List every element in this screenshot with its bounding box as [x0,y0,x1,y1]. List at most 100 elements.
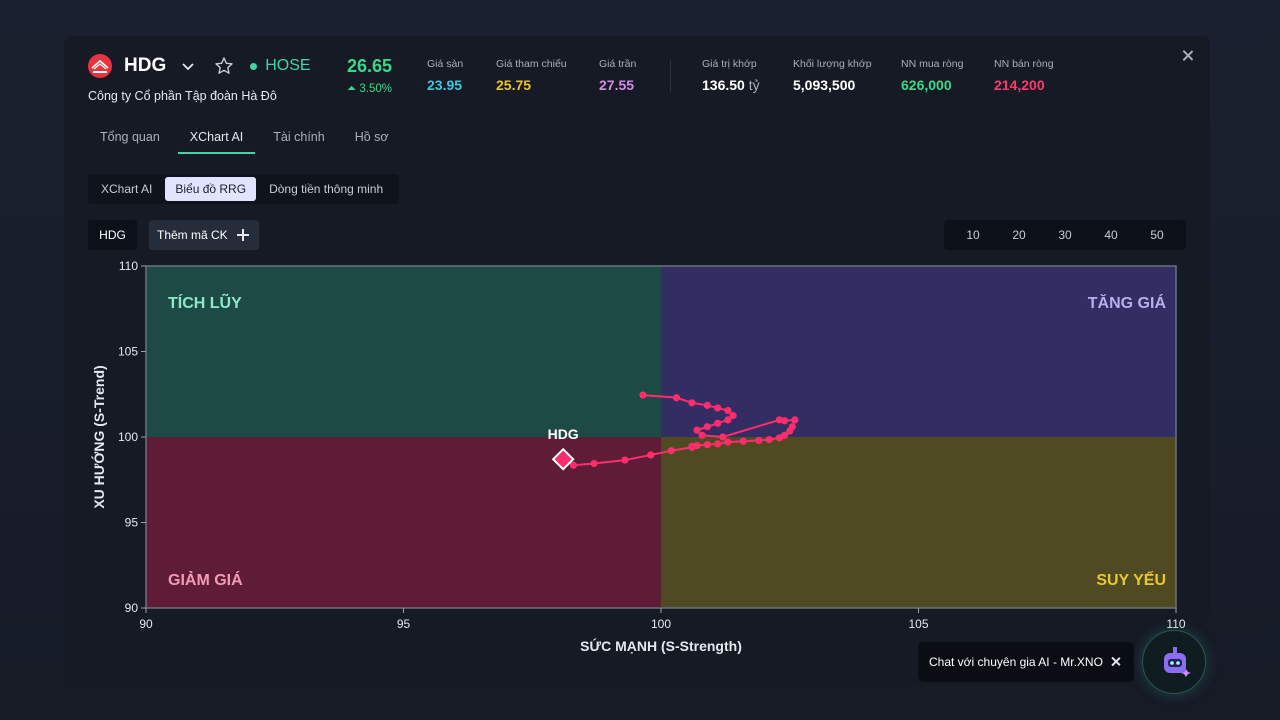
stat-matched-value: Giá trị khớp 136.50 tỷ [702,58,760,93]
chat-label: Chat với chuyên gia AI - Mr.XNO [929,655,1103,669]
add-symbol-label: Thêm mã CK [157,228,228,242]
stat-matched-volume: Khối lượng khớp 5,093,500 [793,58,872,93]
plus-icon [237,229,249,241]
data-point [647,451,655,459]
price-change: ⏶ 3.50% [347,83,392,96]
add-symbol-button[interactable]: Thêm mã CK [149,220,259,250]
data-point [621,456,629,464]
quadrant-accumulation [146,266,661,437]
symbol-chip[interactable]: HDG [88,220,137,250]
y-tick-label: 100 [118,430,138,444]
company-logo [88,54,112,78]
quadrant-label: GIẢM GIÁ [168,570,243,589]
subtab-smart-money[interactable]: Dòng tiền thông minh [269,182,384,196]
data-point [765,435,773,444]
period-option[interactable]: 40 [1104,228,1118,242]
stat-label: NN bán ròng [994,58,1054,70]
data-point [590,459,598,468]
robot-icon [1164,647,1191,677]
data-point [781,417,789,425]
stat-value: 23.95 [427,77,463,93]
data-point [667,447,675,455]
tab-profile[interactable]: Hồ sơ [354,130,389,144]
company-name: Công ty Cổ phần Tập đoàn Hà Đô [88,89,277,103]
data-point [755,436,763,445]
data-point [714,404,722,412]
period-option[interactable]: 10 [966,228,980,242]
stat-label: Giá tham chiếu [496,58,567,70]
stock-detail-modal: HDG HOSE Công ty Cổ phần Tập đoàn Hà Đô … [64,36,1210,684]
x-tick-label: 95 [397,617,411,631]
current-price: 26.65 [347,56,393,76]
subtab-xchart-ai[interactable]: XChart AI [101,182,153,196]
data-point [703,441,711,449]
stat-label: Khối lượng khớp [793,58,872,70]
stat-unit: tỷ [748,77,760,93]
star-icon[interactable] [214,56,234,76]
data-point [688,399,696,407]
stat-label: Giá trần [599,58,637,70]
arrow-up-icon: ⏶ [347,83,357,95]
tab-overview[interactable]: Tổng quan [100,130,160,144]
data-point [724,438,732,446]
data-point [672,394,681,402]
stat-ceiling-price: Giá trần 27.55 [599,58,636,93]
data-point [698,431,706,439]
data-point [724,416,732,424]
main-tabs: Tổng quan XChart AI Tài chính Hồ sơ [88,130,407,154]
stat-reference-price: Giá tham chiếu 25.75 [496,58,567,93]
quadrant-rising [661,266,1176,437]
y-tick-label: 105 [118,345,138,359]
data-point [739,437,748,445]
stat-foreign-net-buy: NN mua ròng 626,000 [901,58,963,93]
data-point [786,427,794,435]
quadrant-label: SUY YẾU [1096,570,1166,589]
exchange-label: HOSE [265,57,311,74]
stat-value: 136.50 [702,77,745,93]
current-point-marker [551,447,575,471]
data-point [569,461,578,469]
data-point [791,416,799,424]
rrg-chart[interactable]: TÍCH LŨY TĂNG GIÁ GIẢM GIÁ SUY YẾU 90 95 100 10… [84,258,1194,658]
data-point [719,433,727,441]
tab-finance[interactable]: Tài chính [273,130,325,144]
y-tick-label: 95 [125,516,139,530]
price-change-value: 3.50% [359,83,393,95]
x-tick-label: 90 [139,617,153,631]
y-tick-label: 90 [125,601,139,615]
close-icon[interactable] [1180,48,1196,64]
quadrant-label: TĂNG GIÁ [1088,293,1167,312]
stat-label: Giá sàn [427,58,464,70]
tab-xchart-ai[interactable]: XChart AI [177,130,256,154]
data-point [775,434,784,442]
data-point [724,406,732,415]
period-option[interactable]: 50 [1150,228,1164,242]
close-chat-icon[interactable] [1110,656,1121,667]
subtab-rrg-chart[interactable]: Biểu đồ RRG [165,177,257,201]
y-axis-label: XU HƯỚNG (S-Trend) [90,365,107,508]
stat-foreign-net-sell: NN bán ròng 214,200 [994,58,1054,93]
data-point [714,419,722,427]
period-option[interactable]: 20 [1012,228,1026,242]
x-tick-label: 110 [1166,617,1185,631]
stock-header: HDG HOSE [88,54,311,78]
stat-label: NN mua ròng [901,58,964,70]
ai-chat-prompt[interactable]: Chat với chuyên gia AI - Mr.XNO [918,642,1134,682]
data-point [639,391,647,399]
quadrant-label: TÍCH LŨY [168,292,242,312]
data-point [693,426,701,434]
x-tick-label: 100 [651,617,671,631]
stat-value: 5,093,500 [793,77,856,93]
sub-tabs: XChart AI Biểu đồ RRG Dòng tiền thông mi… [88,174,400,204]
stat-value: 25.75 [496,77,532,93]
period-option[interactable]: 30 [1058,228,1072,242]
status-dot [250,62,258,70]
stat-value: 626,000 [901,77,952,93]
period-selector: 10 20 30 40 50 [944,220,1186,250]
ai-bot-button[interactable] [1142,630,1206,694]
stat-value: 214,200 [994,77,1045,93]
quadrant-weakening [661,437,1176,608]
data-point [714,440,722,448]
chevron-down-icon[interactable] [180,58,196,74]
stat-floor-price: Giá sàn 23.95 [427,58,463,93]
